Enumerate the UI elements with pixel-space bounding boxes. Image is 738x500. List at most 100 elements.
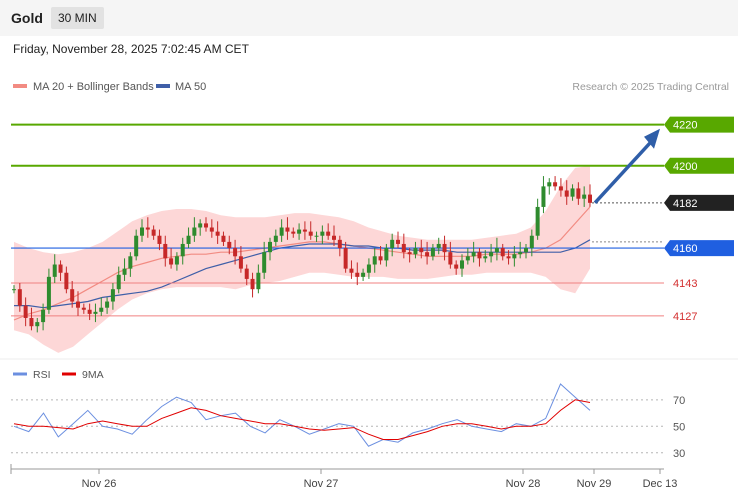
candle-body	[180, 243, 185, 257]
candle-body	[302, 229, 307, 232]
rsi-9ma-line	[13, 399, 591, 440]
candle-body	[372, 256, 377, 265]
candle-body	[128, 256, 133, 269]
candle-body	[29, 317, 34, 327]
candle-body	[58, 264, 63, 273]
candle-body	[390, 239, 395, 249]
bollinger-band	[14, 165, 590, 353]
candle-body	[105, 301, 110, 308]
candle-body	[233, 248, 238, 257]
candle-body	[250, 278, 255, 290]
legend-ma20-label: MA 20 + Bollinger Bands	[33, 81, 154, 93]
candle-body	[140, 227, 144, 236]
candle-body	[93, 311, 98, 314]
candle-body	[204, 223, 208, 228]
rsi-tick-50: 50	[673, 421, 685, 433]
candle-body	[12, 289, 16, 291]
level-label-4160: 4160	[673, 243, 697, 255]
candle-body	[582, 194, 587, 199]
candle-body	[41, 309, 46, 323]
projection-arrow	[593, 139, 654, 205]
candle-body	[326, 231, 331, 236]
candle-body	[419, 248, 424, 253]
legend-9ma-label: 9MA	[82, 369, 104, 381]
projection-arrow-head	[644, 128, 660, 149]
candle-body	[396, 239, 400, 244]
candle-body	[320, 231, 325, 236]
candle-body	[70, 289, 75, 302]
candle-body	[198, 223, 203, 228]
rsi-tick-70: 70	[673, 395, 685, 407]
candle-body	[279, 227, 284, 236]
level-tag-4160	[664, 240, 734, 257]
candle-body	[134, 235, 139, 257]
candle-body	[500, 248, 505, 257]
candle-body	[454, 264, 459, 269]
candle-body	[355, 272, 360, 277]
level-tag-4220	[664, 116, 734, 133]
candle-body	[407, 252, 412, 255]
candle-body	[99, 307, 104, 312]
candle-body	[588, 194, 592, 203]
candle-body	[529, 235, 534, 249]
candle-body	[541, 186, 546, 207]
candle-body	[273, 235, 278, 242]
legend-ma50-label: MA 50	[175, 81, 206, 93]
candle-body	[343, 248, 348, 269]
candle-body	[483, 256, 488, 259]
candle-body	[384, 248, 389, 261]
legend-rsi-label: RSI	[33, 369, 51, 381]
candle-body	[122, 268, 127, 275]
candle-body	[116, 274, 121, 290]
candle-body	[35, 322, 40, 327]
candle-body	[378, 256, 383, 261]
candle-body	[227, 241, 232, 249]
candle-body	[471, 252, 476, 257]
candle-body	[349, 268, 354, 273]
x-tick-label: Nov 29	[577, 478, 612, 490]
copyright-text: Research © 2025 Trading Central	[572, 81, 729, 93]
candle-body	[460, 260, 464, 269]
candle-body	[151, 229, 156, 236]
candle-body	[425, 252, 430, 257]
timeframe-badge[interactable]: 30 MIN	[51, 7, 104, 29]
candle-body	[192, 227, 197, 236]
level-label-4220: 4220	[673, 120, 697, 132]
level-label-4127: 4127	[673, 311, 697, 323]
candle-body	[209, 227, 214, 232]
x-tick-label: Nov 28	[506, 478, 541, 490]
candle-body	[64, 272, 69, 290]
candle-body	[186, 235, 191, 244]
candle-body	[436, 243, 441, 249]
candle-body	[337, 239, 342, 249]
candle-body	[558, 186, 563, 191]
level-label-4182: 4182	[673, 198, 697, 210]
rsi-tick-30: 30	[673, 448, 685, 460]
x-tick-label: Dec 13	[643, 478, 678, 490]
candle-body	[308, 231, 313, 236]
candle-body	[553, 182, 558, 187]
candle-body	[442, 243, 447, 253]
candle-body	[430, 248, 435, 257]
chart-datetime: Friday, November 28, 2025 7:02:45 AM CET	[13, 42, 249, 56]
candle-body	[361, 272, 366, 277]
level-label-4143: 4143	[673, 278, 697, 290]
candle-body	[494, 248, 499, 253]
candle-body	[506, 256, 511, 259]
top-bar: Gold 30 MIN	[0, 0, 738, 36]
candle-body	[157, 235, 162, 244]
candle-body	[215, 231, 220, 236]
candle-body	[564, 190, 569, 197]
candle-body	[291, 231, 296, 234]
candle-body	[524, 248, 528, 253]
candle-body	[535, 206, 540, 236]
candle-body	[547, 182, 552, 187]
candle-body	[448, 252, 453, 265]
candle-body	[174, 256, 179, 265]
ma20-line	[13, 206, 591, 321]
level-label-4200: 4200	[673, 161, 697, 173]
candle-body	[256, 272, 261, 290]
candle-body	[87, 309, 92, 314]
candle-body	[238, 256, 243, 269]
